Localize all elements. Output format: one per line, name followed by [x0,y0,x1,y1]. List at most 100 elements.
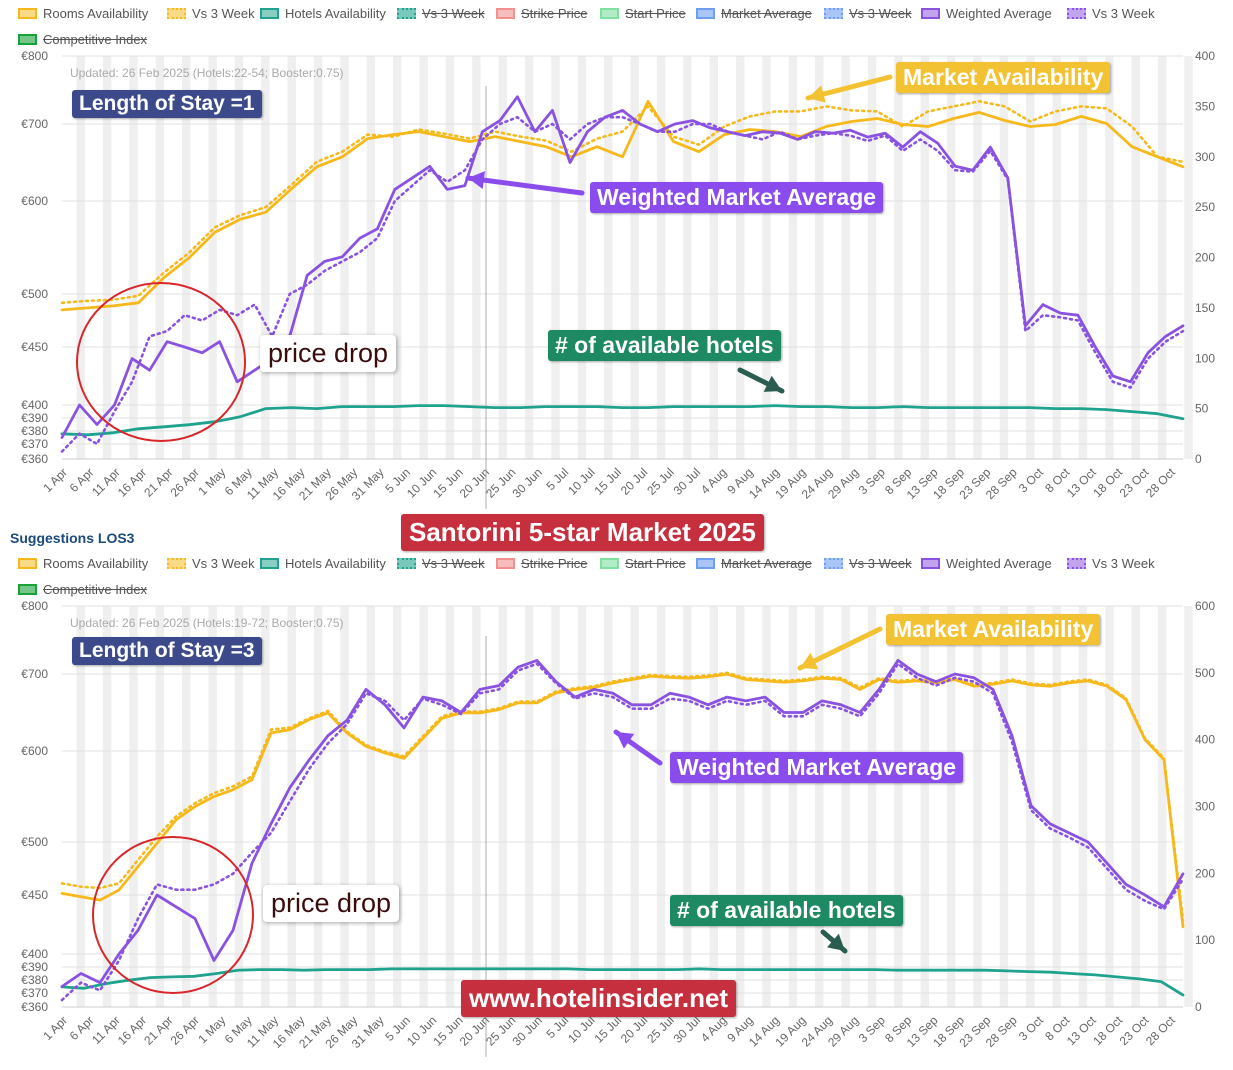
legend-item-hotels-availability[interactable]: Hotels Availability [260,556,386,571]
left-axis-tick: €450 [21,888,48,902]
weekend-band [630,606,639,1007]
legend-item-market-average[interactable]: Market Average [696,6,812,21]
right-axis-tick: 150 [1195,301,1215,315]
weekend-band [762,56,771,459]
weekend-band [788,56,798,459]
website-label: www.hotelinsider.net [461,980,737,1017]
price-drop-circle [76,282,246,442]
legend-item-vs-3-week[interactable]: Vs 3 Week [397,556,485,571]
weekend-band [656,56,666,459]
right-axis-tick: 200 [1195,251,1215,265]
legend-swatch [167,8,186,19]
weekend-band [577,606,587,1007]
weekend-band [841,56,850,459]
weighted-average-label-top: Weighted Market Average [590,182,884,213]
weekend-band [498,56,507,459]
weekend-band [973,606,982,1007]
weekend-band [208,56,217,459]
right-axis-tick: 50 [1195,402,1209,416]
legend-label: Strike Price [521,556,588,571]
annotation-arrowhead [827,933,845,951]
weekend-band [419,606,428,1007]
annotation-arrowhead [763,375,782,392]
legend-item-start-price[interactable]: Start Price [600,556,686,571]
left-axis-tick: €400 [21,398,48,412]
legend-swatch [1067,558,1086,569]
weekend-band [498,606,507,1007]
x-axis-tick: 25 Jul [644,1013,677,1046]
weekend-band [604,606,613,1007]
legend-item-vs-3-week[interactable]: Vs 3 Week [824,6,912,21]
weekend-band [1131,606,1141,1007]
x-axis-tick: 26 Apr [168,1013,202,1047]
left-axis-tick: €390 [21,411,48,425]
legend-item-competitive-index[interactable]: Competitive Index [18,32,147,47]
left-axis-tick: €800 [21,49,48,63]
chart-panel-los1: Rooms Availability Vs 3 Week Hotels Availa… [0,0,1233,530]
left-axis-tick: €370 [21,986,48,1000]
x-axis-tick: 28 Oct [1143,1013,1178,1048]
legend-item-start-price[interactable]: Start Price [600,6,686,21]
right-axis-tick: 100 [1195,351,1215,365]
x-axis-tick: 15 Jul [591,465,624,498]
x-axis-tick: 10 Jul [565,1013,598,1046]
weekend-band [604,56,613,459]
right-axis-tick: 300 [1195,150,1215,164]
weekend-band [234,606,244,1007]
x-axis-tick: 20 Jul [618,465,651,498]
weekend-band [76,606,85,1007]
available-hotels-label-top: # of available hotels [548,330,781,361]
weekend-band [1157,56,1167,459]
legend-item-market-average[interactable]: Market Average [696,556,812,571]
left-axis-tick: €500 [21,287,48,301]
weekend-band [815,56,824,459]
weekend-band [1052,56,1061,459]
legend-item-weighted-average[interactable]: Weighted Average [921,6,1052,21]
legend-item-rooms-availability[interactable]: Rooms Availability [18,556,148,571]
weekend-band [287,606,296,1007]
legend-swatch [921,558,940,569]
series-rooms-availability [60,672,1185,929]
x-axis-tick: 3 Sep [856,465,888,497]
legend-swatch [600,8,619,19]
legend-item-vs-3-week[interactable]: Vs 3 Week [824,556,912,571]
legend-item-vs-3-week[interactable]: Vs 3 Week [167,6,255,21]
legend-item-vs-3-week[interactable]: Vs 3 Week [1067,556,1155,571]
series-weighted-average-vs-3-week [60,115,1185,453]
series-weighted-average [60,659,1185,988]
x-axis-tick: 30 Jun [510,465,545,500]
legend-label: Rooms Availability [43,556,149,571]
weekend-band [762,606,771,1007]
x-axis-tick: 30 Jul [671,1013,704,1046]
weekend-band [1078,606,1088,1007]
legend-item-competitive-index[interactable]: Competitive Index [18,582,147,597]
legend-bottom: Rooms Availability Vs 3 Week Hotels Availa… [18,556,1218,597]
legend-swatch [496,8,515,19]
x-axis-tick: 20 Jul [618,1013,651,1046]
legend-item-vs-3-week[interactable]: Vs 3 Week [1067,6,1155,21]
legend-item-vs-3-week[interactable]: Vs 3 Week [167,556,255,571]
legend-item-rooms-availability[interactable]: Rooms Availability [18,6,148,21]
legend-label: Competitive Index [43,582,148,597]
legend-item-vs-3-week[interactable]: Vs 3 Week [397,6,485,21]
legend-item-strike-price[interactable]: Strike Price [496,556,587,571]
legend-label: Vs 3 Week [422,6,485,21]
weekend-band [946,56,956,459]
legend-item-hotels-availability[interactable]: Hotels Availability [260,6,386,21]
legend-item-weighted-average[interactable]: Weighted Average [921,556,1052,571]
weekend-band [261,56,270,459]
legend-swatch [696,8,715,19]
weekend-band [815,606,824,1007]
x-axis-tick: 4 Aug [698,1013,730,1045]
right-axis-tick: 400 [1195,49,1215,63]
x-axis-tick: 30 Jun [510,1013,545,1048]
right-axis-tick: 300 [1195,800,1215,814]
price-drop-circle [92,836,254,994]
x-axis-tick: 10 Jul [565,465,598,498]
legend-swatch [18,558,37,569]
x-axis-tick: 21 Apr [141,1013,175,1047]
x-axis-tick: 26 Apr [168,465,202,499]
weekend-band [709,606,718,1007]
legend-item-strike-price[interactable]: Strike Price [496,6,587,21]
weekend-band [920,606,929,1007]
